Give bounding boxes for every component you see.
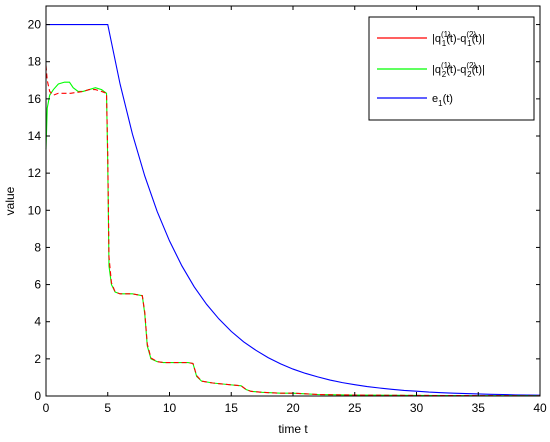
series-layer — [45, 24, 541, 397]
y-tick-label: 2 — [34, 352, 41, 366]
y-axis-label: value — [3, 186, 17, 215]
y-axis: 0 2 4 6 8 10 12 14 16 18 20 — [28, 18, 540, 403]
y-tick-label: 12 — [28, 166, 42, 180]
legend-entry-2: e1(t) — [432, 93, 453, 108]
y-tick-label: 14 — [28, 129, 42, 143]
y-tick-label: 16 — [28, 92, 42, 106]
x-axis-label: time t — [278, 422, 308, 436]
y-tick-label: 4 — [34, 315, 41, 329]
x-tick-label: 10 — [163, 401, 177, 415]
series-line-2 — [46, 24, 541, 396]
y-tick-label: 10 — [28, 203, 42, 217]
x-tick-label: 20 — [286, 401, 300, 415]
y-tick-label: 0 — [34, 389, 41, 403]
y-tick-label: 18 — [28, 55, 42, 69]
legend-entry-1: |q(1) 2(t)-q(2) 2(t)| — [432, 61, 485, 79]
series-line-0 — [45, 65, 541, 397]
x-tick-label: 30 — [410, 401, 424, 415]
x-tick-label: 25 — [348, 401, 362, 415]
legend-entry-0: |q(1) 1(t)-q(2) 1(t)| — [432, 30, 485, 48]
x-tick-label: 15 — [225, 401, 239, 415]
y-tick-label: 8 — [34, 240, 41, 254]
x-tick-label: 5 — [104, 401, 111, 415]
y-tick-label: 6 — [34, 278, 41, 292]
x-tick-label: 35 — [472, 401, 486, 415]
x-tick-label: 40 — [533, 401, 547, 415]
legend: |q(1) 1(t)-q(2) 1(t)| |q(1) 2(t)-q(2) 2(t)| e1… — [368, 16, 535, 121]
y-tick-label: 20 — [28, 18, 42, 32]
x-axis: 0 5 10 15 20 25 30 35 40 — [43, 6, 547, 415]
x-tick-label: 0 — [43, 401, 50, 415]
